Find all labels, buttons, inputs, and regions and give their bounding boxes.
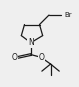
Text: O: O (12, 53, 18, 62)
Text: Br: Br (65, 12, 72, 18)
Text: O: O (38, 53, 44, 62)
Text: N: N (28, 38, 34, 47)
